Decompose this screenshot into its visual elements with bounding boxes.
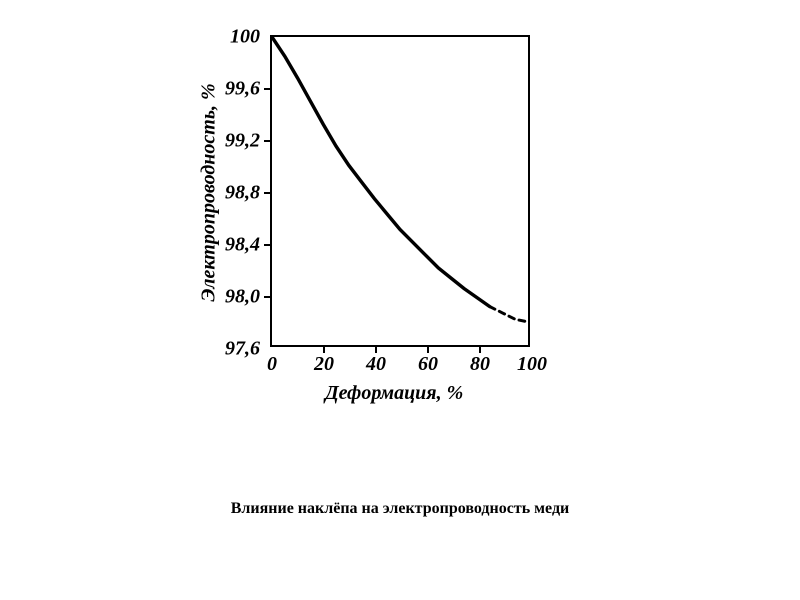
x-tick-label: 60 xyxy=(418,353,438,376)
chart-container: 97,698,098,498,899,299,6100020406080100 xyxy=(185,20,535,440)
figure: 97,698,098,498,899,299,6100020406080100 … xyxy=(0,0,800,600)
y-tick-label: 98,4 xyxy=(225,234,260,257)
y-tick-label: 97,6 xyxy=(225,338,260,361)
x-tick xyxy=(375,345,377,353)
x-tick-label: 0 xyxy=(267,353,277,376)
y-tick-label: 99,2 xyxy=(225,130,260,153)
y-tick xyxy=(264,244,272,246)
y-tick-label: 100 xyxy=(230,26,260,49)
y-tick-label: 99,6 xyxy=(225,78,260,101)
chart-curve xyxy=(272,37,528,345)
y-tick xyxy=(264,140,272,142)
x-tick-label: 80 xyxy=(470,353,490,376)
x-tick xyxy=(323,345,325,353)
x-tick xyxy=(427,345,429,353)
y-tick xyxy=(264,88,272,90)
x-tick-label: 20 xyxy=(314,353,334,376)
plot-area: 97,698,098,498,899,299,6100020406080100 xyxy=(270,35,530,347)
x-tick-label: 100 xyxy=(517,353,547,376)
x-tick xyxy=(479,345,481,353)
x-axis-title: Деформация, % xyxy=(325,382,463,405)
y-tick xyxy=(264,192,272,194)
y-axis-title: Электропроводность, % xyxy=(198,83,221,301)
x-tick-label: 40 xyxy=(366,353,386,376)
chart-caption: Влияние наклёпа на электропроводность ме… xyxy=(180,500,620,518)
y-tick xyxy=(264,296,272,298)
y-tick-label: 98,8 xyxy=(225,182,260,205)
y-tick-label: 98,0 xyxy=(225,286,260,309)
